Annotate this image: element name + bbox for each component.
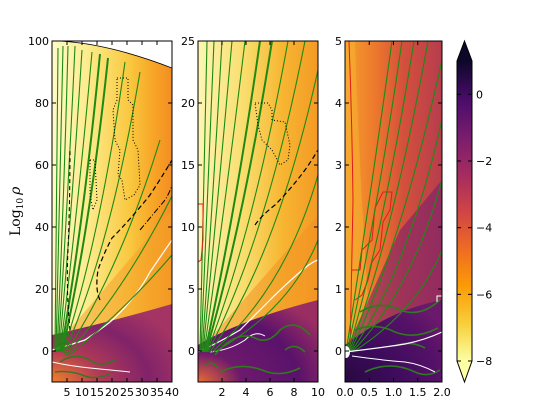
x-tick-label-left: 30: [135, 386, 149, 399]
x-tick-label-left: 25: [120, 386, 134, 399]
x-tick-label-middle: 4: [243, 386, 250, 399]
panel-middle-field-lines: [199, 41, 318, 353]
colorbar-tick-label: −8: [476, 355, 492, 368]
panel-left-dotted-contour: [112, 77, 141, 201]
y-axis-label-sub: 10: [16, 198, 26, 210]
panel-left-disk-contours: [54, 342, 116, 379]
y-tick-label-left: 100: [28, 35, 49, 48]
colorbar-tick-label: 0: [476, 88, 483, 101]
y-tick-label-left: 20: [35, 283, 49, 296]
y-tick-label-left: 60: [35, 159, 49, 172]
y-axis-label: Log10 ρ: [8, 186, 26, 236]
panel-right-field-lines: [345, 41, 442, 353]
panel-right-red-contour: [352, 191, 393, 301]
x-tick-label-middle: 2: [219, 386, 226, 399]
colorbar-ticks: 0 −2 −4 −6 −8: [457, 88, 492, 368]
colorbar-body: [457, 61, 472, 361]
y-axis-label-log: Log: [8, 209, 24, 236]
x-tick-label-right: 0.5: [361, 386, 379, 399]
x-tick-label-left: 40: [165, 386, 179, 399]
x-tick-label-right: 0.0: [336, 386, 354, 399]
x-tick-label-middle: 8: [291, 386, 298, 399]
y-tick-label-left: 40: [35, 221, 49, 234]
y-tick-label-right: 0: [335, 345, 342, 358]
panel-left-dashed-contour: [96, 159, 172, 301]
panel-left-dashdot-contour: [139, 184, 172, 231]
panel-right-disk: [345, 300, 442, 382]
colorbar-outline: [456, 39, 473, 384]
y-tick-label-right: 3: [335, 159, 342, 172]
x-tick-label-left: 5: [64, 386, 71, 399]
panel-middle-frame: [197, 40, 319, 383]
panel-middle-dashed-contour: [254, 149, 318, 226]
x-tick-label-left: 15: [90, 386, 104, 399]
y-tick-label-right: 2: [335, 221, 342, 234]
y-tick-label-right: 4: [335, 97, 342, 110]
y-tick-label-right: 5: [335, 35, 342, 48]
y-tick-label-middle: 10: [181, 221, 195, 234]
x-tick-label-right: 2.0: [433, 386, 451, 399]
y-tick-label-middle: 20: [181, 97, 195, 110]
x-tick-label-middle: 10: [311, 386, 325, 399]
panel-left-white-contour-low: [52, 361, 131, 373]
panel-middle-red-contour: [198, 203, 204, 263]
y-tick-label-left: 0: [42, 345, 49, 358]
x-tick-label-left: 10: [75, 386, 89, 399]
x-tick-label-middle: 6: [267, 386, 274, 399]
panel-right-red-contour-left: [348, 41, 354, 353]
y-tick-label-right: 1: [335, 283, 342, 296]
panel-left: [51, 40, 173, 383]
colorbar-extend-bottom: [457, 361, 472, 382]
panel-right-central-object: [345, 346, 350, 358]
panel-right-white-contour-low: [351, 355, 436, 373]
y-axis-label-var: ρ: [8, 186, 24, 196]
x-tick-label-left: 35: [150, 386, 164, 399]
panel-middle-white-contour-low: [209, 333, 266, 353]
panel-middle-dotted-contour: [254, 102, 291, 166]
panel-right-white-contour: [345, 331, 442, 353]
panel-left-outer-boundary: [59, 41, 172, 69]
panel-left-disk: [52, 304, 172, 382]
x-tick-label-left: 20: [105, 386, 119, 399]
colorbar-tick-label: −6: [476, 288, 492, 301]
panel-middle: [197, 40, 319, 383]
panel-middle-disk: [198, 300, 318, 382]
x-tick-label-right: 1.0: [385, 386, 403, 399]
colorbar-extend-top: [457, 41, 472, 61]
panel-left-dashed-inner: [66, 149, 71, 331]
colorbar: 0 −2 −4 −6 −8: [456, 39, 492, 384]
y-tick-label-middle: 15: [181, 159, 195, 172]
y-tick-label-middle: 5: [188, 283, 195, 296]
x-tick-label-right: 1.5: [409, 386, 427, 399]
panel-right-white-speck: [436, 295, 442, 302]
panel-middle-disk-contours: [204, 324, 311, 375]
colorbar-tick-label: −4: [476, 222, 492, 235]
y-tick-label-left: 80: [35, 97, 49, 110]
colorbar-tick-label: −2: [476, 155, 492, 168]
y-tick-label-middle: 0: [188, 345, 195, 358]
y-tick-label-middle: 25: [181, 35, 195, 48]
panel-right: [344, 40, 443, 383]
